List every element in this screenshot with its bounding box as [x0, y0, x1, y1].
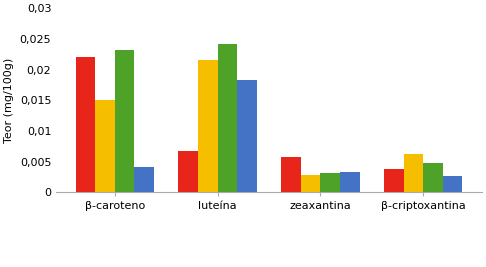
Bar — [218, 44, 237, 192]
Bar — [75, 57, 95, 192]
Bar — [301, 175, 320, 192]
Bar — [340, 172, 360, 192]
Bar — [281, 157, 301, 192]
Bar — [384, 169, 404, 192]
Bar — [95, 100, 115, 192]
Bar — [178, 151, 198, 192]
Bar — [198, 60, 218, 192]
Y-axis label: Teor (mg/100g): Teor (mg/100g) — [4, 58, 14, 143]
Bar — [404, 154, 423, 192]
Bar — [237, 80, 257, 192]
Bar — [320, 173, 340, 192]
Bar — [423, 163, 443, 192]
Bar — [134, 167, 154, 192]
Bar — [443, 176, 463, 192]
Bar — [115, 50, 134, 192]
